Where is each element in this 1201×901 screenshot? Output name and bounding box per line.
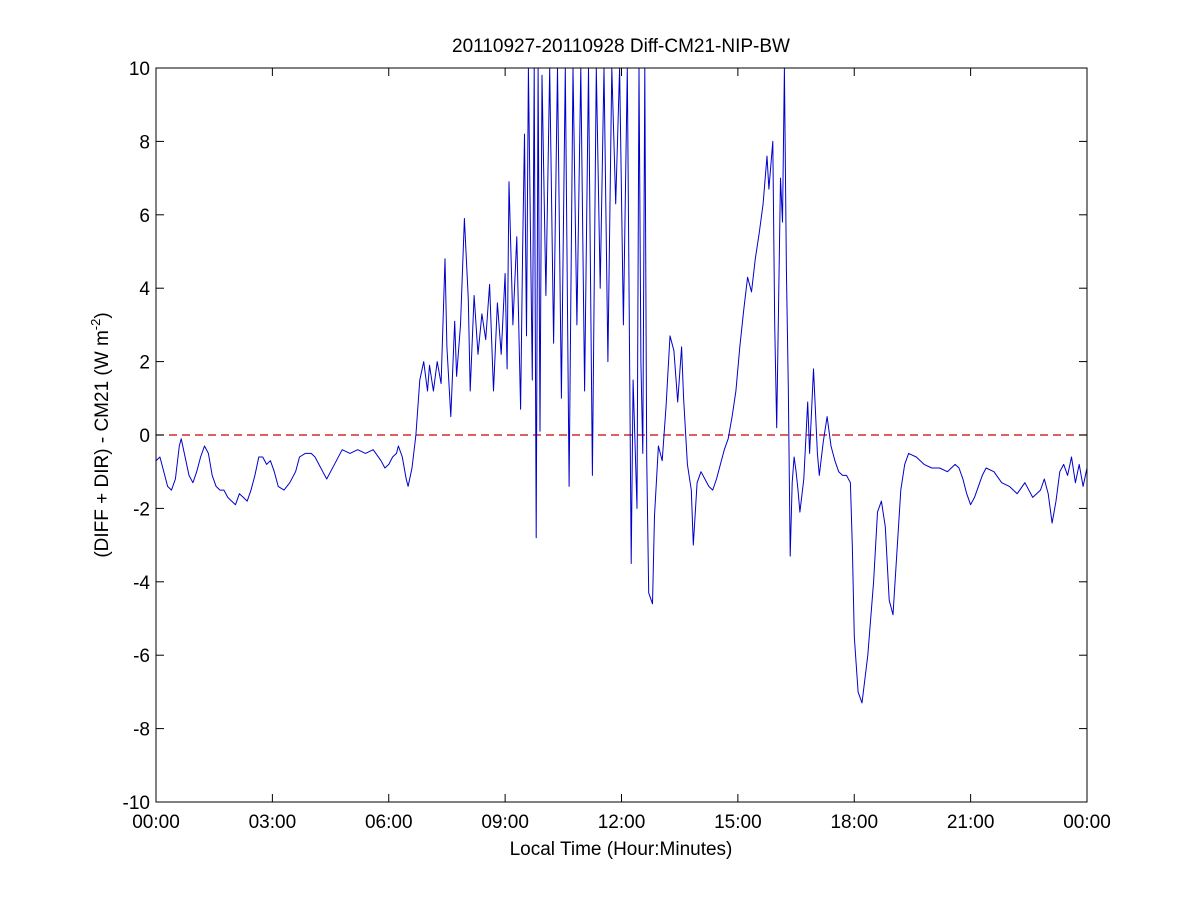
y-tick-label-4: -2 [133,499,150,520]
y-axis-label: (DIFF + DIR) - CM21 (W m-2) [88,312,113,557]
x-tick-label-1: 03:00 [249,812,297,833]
y-tick-label-1: -8 [133,720,150,741]
x-tick-label-2: 06:00 [365,812,413,833]
x-tick-label-4: 12:00 [598,812,646,833]
x-tick-label-0: 00:00 [132,812,180,833]
y-axis-label-superscript: -2 [88,319,103,331]
y-tick-label-3: -4 [133,573,150,594]
x-tick-label-8: 00:00 [1063,812,1111,833]
y-tick-label-0: -10 [123,793,150,814]
x-tick-label-6: 18:00 [830,812,878,833]
y-axis-label-main: (DIFF + DIR) - CM21 (W m [92,330,113,557]
y-tick-label-5: 0 [139,426,150,447]
y-tick-label-7: 4 [139,279,150,300]
y-tick-label-10: 10 [129,59,150,80]
x-axis-label: Local Time (Hour:Minutes) [510,839,733,860]
x-tick-label-3: 09:00 [481,812,529,833]
y-axis-label-suffix: ) [92,312,113,318]
chart-title: 20110927-20110928 Diff-CM21-NIP-BW [452,36,790,57]
y-tick-label-9: 8 [139,132,150,153]
series-layer [155,67,1088,704]
y-tick-label-6: 2 [139,353,150,374]
series-line-0 [155,67,1088,704]
x-tick-label-7: 21:00 [947,812,995,833]
x-tick-label-5: 15:00 [714,812,762,833]
ticks-layer [155,67,1088,803]
y-tick-label-2: -6 [133,646,150,667]
x-tick-labels: 00:00 03:00 06:00 09:00 12:00 15:00 18:00 21:00… [132,812,1111,833]
y-tick-labels: -10 -8 -6 -4 -2 0 2 4 6 8 10 [123,59,151,814]
y-tick-label-8: 6 [139,206,150,227]
